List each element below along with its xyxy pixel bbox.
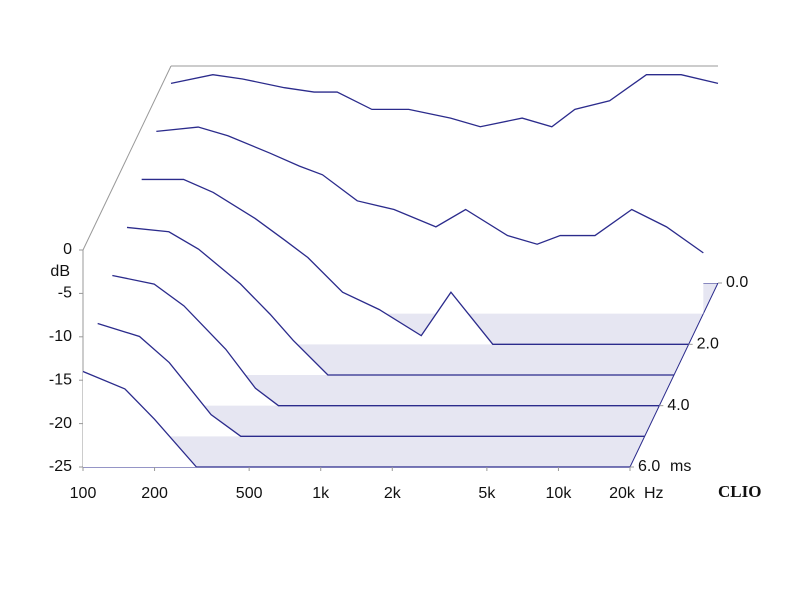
y-axis-label: dB: [50, 263, 70, 280]
slice-line: [141, 178, 689, 345]
slice-fill: [127, 227, 674, 375]
y-tick-label: -10: [49, 328, 72, 345]
slice-line: [170, 74, 719, 128]
slice-fill: [83, 371, 630, 467]
x-tick-label: 100: [70, 485, 97, 502]
x-axis-label: Hz: [644, 485, 664, 502]
y-tick-label: -15: [49, 371, 72, 388]
y-tick-label: 0: [63, 241, 72, 258]
brand: CLIO: [718, 482, 761, 501]
y-tick-label: -20: [49, 415, 72, 432]
slice-line: [82, 370, 630, 468]
x-tick-label: 200: [141, 485, 168, 502]
y-tick-label: -25: [49, 458, 72, 475]
slice-line: [97, 322, 645, 437]
z-tick-label: 6.0: [638, 458, 660, 475]
slice-line: [126, 226, 674, 376]
z-axis-label: ms: [670, 458, 691, 475]
z-tick-label: 2.0: [697, 336, 719, 353]
frame-edge: [82, 65, 172, 251]
x-tick-label: 2k: [384, 485, 402, 502]
slice-line: [112, 274, 660, 407]
x-tick-label: 1k: [312, 485, 330, 502]
x-tick-label: 5k: [478, 485, 496, 502]
slice-line: [156, 126, 704, 254]
x-tick-label: 20k: [609, 485, 636, 502]
x-tick-label: 500: [236, 485, 263, 502]
x-tick-label: 10k: [546, 485, 573, 502]
slice-fill: [141, 179, 689, 345]
z-tick-label: 4.0: [667, 397, 689, 414]
z-tick-label: 0.0: [726, 274, 748, 291]
y-tick-label: -5: [58, 285, 72, 302]
